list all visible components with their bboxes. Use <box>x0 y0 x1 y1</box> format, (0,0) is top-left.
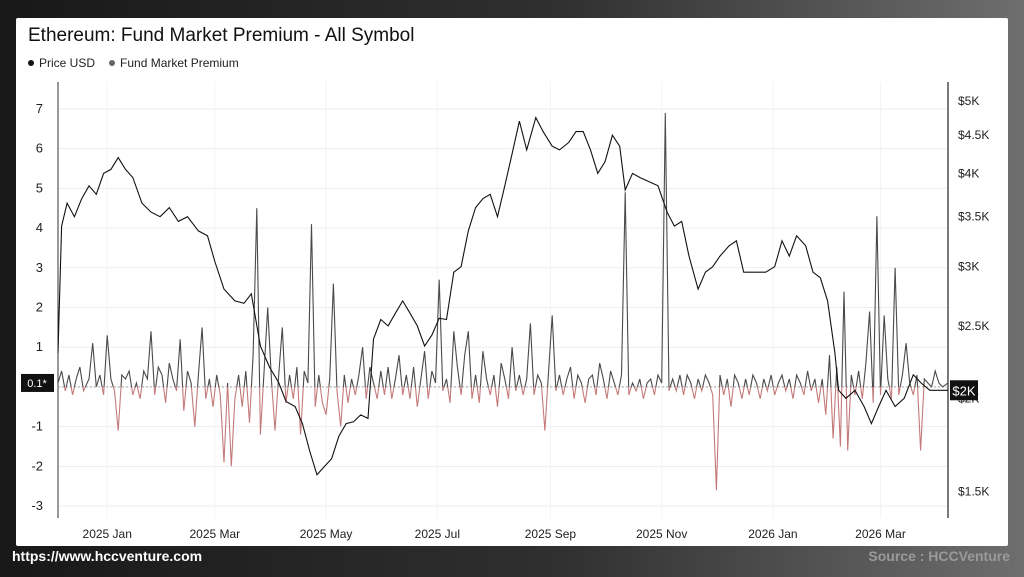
right-tick-label: $3K <box>958 260 979 274</box>
right-tick-label: $4.5K <box>958 128 989 142</box>
right-axis-ticks: $5K$4.5K$4K$3.5K$3K$2.5K$2K$1.5K <box>958 94 989 499</box>
current-price-label: $2K <box>952 383 975 398</box>
right-tick-label: $5K <box>958 94 979 108</box>
x-tick-label: 2025 May <box>300 527 353 541</box>
legend-dot-premium <box>109 60 116 66</box>
x-tick-label: 2025 Mar <box>189 527 240 541</box>
current-price-badge <box>950 380 978 401</box>
legend-label-premium: Fund Market Premium <box>120 56 239 70</box>
x-tick-label: 2025 Nov <box>636 527 687 541</box>
chart-legend: Price USD Fund Market Premium <box>28 56 239 70</box>
y-tick-label: 6 <box>36 141 43 156</box>
x-tick-label: 2025 Jan <box>83 527 132 541</box>
x-tick-label: 2026 Mar <box>855 527 906 541</box>
legend-entry-premium[interactable]: Fund Market Premium <box>109 56 239 70</box>
y-tick-label: 2 <box>36 300 43 315</box>
x-tick-label: 2025 Sep <box>525 527 577 541</box>
price-line <box>57 116 948 476</box>
right-tick-label: $3.5K <box>958 210 989 224</box>
legend-entry-price[interactable]: Price USD <box>28 56 95 70</box>
y-tick-label: 5 <box>36 180 43 195</box>
y-tick-label: 7 <box>36 101 43 116</box>
premium-line-negative <box>64 386 944 491</box>
y-tick-label: -2 <box>31 458 43 473</box>
x-tick-label: 2026 Jan <box>748 527 797 541</box>
right-tick-label: $2.5K <box>958 319 989 333</box>
x-axis-ticks: 2025 Jan 2025 Mar 2025 May 2025 Jul 2025 Sep… <box>83 527 906 541</box>
y-tick-label: 3 <box>36 260 43 275</box>
legend-dot-price <box>28 60 34 66</box>
chart-card: Ethereum: Fund Market Premium - All Symb… <box>16 18 1008 546</box>
legend-label-price: Price USD <box>39 56 96 70</box>
footer-source: Source : HCCVenture <box>868 548 1010 564</box>
chart-title: Ethereum: Fund Market Premium - All Symb… <box>28 25 415 46</box>
y-tick-label: -1 <box>31 419 43 434</box>
left-axis-ticks: 7 6 5 4 3 2 1 -1 -2 -3 <box>31 101 43 513</box>
current-premium-badge <box>21 373 54 392</box>
gridlines <box>58 82 948 518</box>
y-tick-label: -3 <box>31 498 43 513</box>
right-tick-label: $4K <box>958 166 979 180</box>
y-tick-label: 1 <box>36 339 43 354</box>
footer-url[interactable]: https://www.hccventure.com <box>12 548 203 564</box>
x-tick-label: 2025 Jul <box>415 527 460 541</box>
right-tick-label: $1.5K <box>958 485 989 499</box>
premium-line-positive <box>58 112 948 387</box>
current-premium-label: 0.1* <box>27 378 47 390</box>
y-tick-label: 4 <box>36 220 43 235</box>
